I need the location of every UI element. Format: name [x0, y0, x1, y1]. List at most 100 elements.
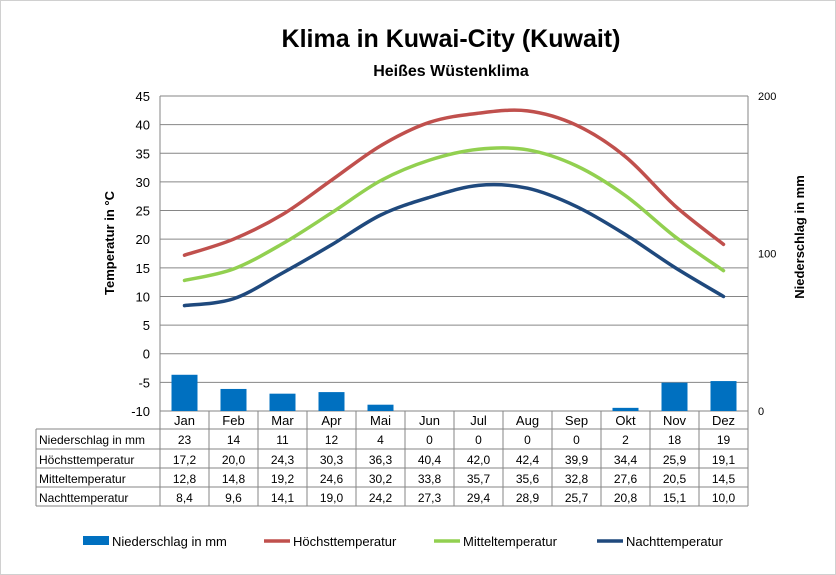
- table-cell: 0: [426, 433, 433, 447]
- chart-subtitle: Heißes Wüstenklima: [373, 63, 529, 80]
- y-tick-label: 5: [143, 318, 150, 333]
- chart-title: Klima in Kuwai-City (Kuwait): [281, 25, 621, 53]
- y-tick-label: 35: [136, 146, 150, 161]
- table-cell: 24,2: [369, 491, 393, 505]
- table-cell: 19: [717, 433, 731, 447]
- legend-label: Mitteltemperatur: [463, 534, 558, 549]
- table-cell: 14,8: [222, 472, 246, 486]
- table-cell: 17,2: [173, 453, 197, 467]
- table-cell: 20,8: [614, 491, 638, 505]
- table-row-label: Nachttemperatur: [39, 491, 128, 505]
- y-tick-label: -10: [131, 404, 150, 419]
- bar-Dez: [710, 381, 737, 411]
- table-cell: 9,6: [225, 491, 242, 505]
- bar-Mar: [269, 393, 296, 411]
- table-cell: 29,4: [467, 491, 491, 505]
- y2-tick-label: 200: [758, 91, 776, 103]
- month-label: Mar: [271, 413, 294, 428]
- bar-Jan: [171, 374, 198, 411]
- legend-label: Niederschlag in mm: [112, 534, 227, 549]
- y2-tick-label: 0: [758, 406, 764, 418]
- table-cell: 14,1: [271, 491, 295, 505]
- table-row-label: Höchsttemperatur: [39, 453, 134, 467]
- y2-axis-title: Niederschlag in mm: [792, 175, 807, 299]
- table-cell: 14: [227, 433, 241, 447]
- table-cell: 30,3: [320, 453, 344, 467]
- month-label: Aug: [516, 413, 539, 428]
- table-cell: 12,8: [173, 472, 197, 486]
- month-label: Nov: [663, 413, 687, 428]
- bar-Apr: [318, 392, 345, 411]
- table-cell: 27,6: [614, 472, 638, 486]
- table-cell: 32,8: [565, 472, 589, 486]
- table-cell: 35,7: [467, 472, 491, 486]
- y-tick-label: 10: [136, 289, 150, 304]
- table-cell: 33,8: [418, 472, 442, 486]
- table-cell: 4: [377, 433, 384, 447]
- table-cell: 14,5: [712, 472, 736, 486]
- line-nachttemperatur: [182, 182, 726, 308]
- bar-Feb: [220, 388, 247, 411]
- table-cell: 28,9: [516, 491, 540, 505]
- bar-Nov: [661, 382, 688, 411]
- y-tick-label: 30: [136, 175, 150, 190]
- y-tick-label: 40: [136, 118, 150, 133]
- table-cell: 25,7: [565, 491, 589, 505]
- table-cell: 30,2: [369, 472, 393, 486]
- month-label: Jun: [419, 413, 440, 428]
- y-tick-label: 0: [143, 347, 150, 362]
- table-cell: 35,6: [516, 472, 540, 486]
- line-mitteltemperatur: [182, 146, 726, 283]
- table-cell: 19,2: [271, 472, 295, 486]
- table-cell: 39,9: [565, 453, 589, 467]
- y2-tick-label: 100: [758, 249, 776, 261]
- y-tick-label: 25: [136, 204, 150, 219]
- table-row-label: Niederschlag in mm: [39, 433, 145, 447]
- legend-label: Höchsttemperatur: [293, 534, 397, 549]
- table-cell: 20,0: [222, 453, 246, 467]
- month-label: Feb: [222, 413, 244, 428]
- table-cell: 2: [622, 433, 629, 447]
- table-cell: 12: [325, 433, 339, 447]
- month-label: Apr: [321, 413, 342, 428]
- line-höchsttemperatur: [182, 108, 726, 257]
- legend-label: Nachttemperatur: [626, 534, 723, 549]
- table-cell: 40,4: [418, 453, 442, 467]
- y-tick-label: 15: [136, 261, 150, 276]
- table-cell: 19,0: [320, 491, 344, 505]
- table-cell: 20,5: [663, 472, 687, 486]
- table-cell: 42,0: [467, 453, 491, 467]
- table-cell: 19,1: [712, 453, 736, 467]
- table-cell: 10,0: [712, 491, 736, 505]
- y-tick-label: 45: [136, 89, 150, 104]
- table-cell: 0: [573, 433, 580, 447]
- month-label: Okt: [615, 413, 636, 428]
- table-cell: 11: [276, 433, 289, 447]
- table-cell: 24,3: [271, 453, 295, 467]
- table-cell: 24,6: [320, 472, 344, 486]
- bar-Okt: [612, 407, 639, 411]
- legend-swatch: [83, 536, 109, 545]
- table-row-label: Mitteltemperatur: [39, 472, 126, 486]
- table-cell: 34,4: [614, 453, 638, 467]
- table-cell: 27,3: [418, 491, 442, 505]
- table-cell: 42,4: [516, 453, 540, 467]
- month-label: Dez: [712, 413, 735, 428]
- table-cell: 23: [178, 433, 192, 447]
- table-cell: 8,4: [176, 491, 193, 505]
- month-label: Sep: [565, 413, 588, 428]
- table-cell: 18: [668, 433, 682, 447]
- y-axis-title: Temperatur in °C: [102, 190, 117, 295]
- table-cell: 25,9: [663, 453, 687, 467]
- month-label: Jan: [174, 413, 195, 428]
- table-cell: 36,3: [369, 453, 393, 467]
- month-label: Jul: [470, 413, 487, 428]
- month-label: Mai: [370, 413, 391, 428]
- bar-Mai: [367, 404, 394, 411]
- y-tick-label: -5: [138, 375, 150, 390]
- y-tick-label: 20: [136, 232, 150, 247]
- table-cell: 0: [524, 433, 531, 447]
- table-cell: 0: [475, 433, 482, 447]
